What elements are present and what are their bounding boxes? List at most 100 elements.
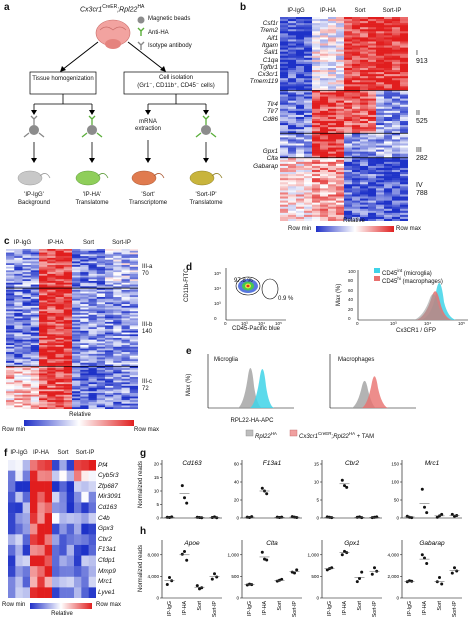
heatmap-b-cell	[360, 182, 369, 185]
heatmap-c-cell	[72, 352, 81, 355]
heatmap-b-cell	[392, 35, 401, 38]
heatmap-b-cell	[392, 31, 401, 34]
heatmap-c-cell	[80, 314, 89, 317]
heatmap-b-cell	[328, 29, 337, 32]
heatmap-b-cell	[280, 21, 289, 24]
heatmap-b-cell	[296, 43, 305, 46]
heatmap-c-cell	[72, 339, 81, 342]
heatmap-c-cell	[14, 359, 23, 362]
heatmap-b-cell	[304, 72, 313, 75]
heatmap-b-cell	[320, 198, 329, 201]
heatmap-b-cell	[312, 143, 321, 146]
heatmap-b-cell	[312, 133, 321, 136]
heatmap-b-cell	[360, 139, 369, 142]
heatmap-b-cell	[312, 112, 321, 116]
heatmap-b-cell	[320, 55, 329, 59]
heatmap-c-cell	[105, 366, 114, 369]
heatmap-b-cell	[376, 17, 385, 20]
heatmap-c-cell	[30, 320, 40, 323]
heatmap-c-cell	[105, 320, 114, 323]
heatmap-c-cell	[96, 407, 106, 409]
e-legend-gray-swatch	[245, 429, 254, 437]
heatmap-c-cell	[80, 334, 89, 337]
heatmap-c-cell	[72, 281, 81, 284]
heatmap-c-cell	[47, 343, 56, 346]
heatmap-b-cell	[400, 196, 408, 199]
heatmap-c-cell	[55, 318, 64, 321]
heatmap-c-cell	[39, 364, 48, 367]
heatmap-c-cell	[39, 291, 48, 294]
heatmap-c-cell	[63, 249, 73, 252]
heatmap-b-cell	[400, 63, 408, 67]
heatmap-c-cell	[72, 378, 81, 381]
heatmap-b-cell	[320, 182, 329, 185]
heatmap-b-cell	[288, 127, 297, 130]
heatmap-c-cell	[105, 311, 114, 314]
heatmap-f-cell	[15, 513, 23, 524]
heatmap-c-cell	[63, 302, 73, 305]
heatmap-c-cell	[55, 362, 64, 365]
heatmap-b-cell	[400, 127, 408, 130]
heatmap-b-cell	[280, 68, 289, 71]
heatmap-c-cell	[72, 298, 81, 301]
heatmap-b-cell	[336, 39, 345, 42]
heatmap-c-cell	[14, 298, 23, 301]
heatmap-b-cell	[288, 45, 297, 48]
heatmap-c-cell	[14, 391, 23, 394]
heatmap-b-cell	[328, 102, 337, 106]
dot-plot-point	[213, 572, 216, 576]
heatmap-c-cell	[121, 266, 130, 269]
heatmap-c-cell	[105, 256, 114, 259]
heatmap-b-cell	[352, 112, 361, 116]
heatmap-b-cell	[336, 192, 345, 195]
heatmap-c-cell	[30, 304, 40, 307]
heatmap-c-cell	[6, 389, 15, 392]
heatmap-b-cell	[320, 23, 329, 26]
dot-plot-point	[183, 496, 186, 500]
heatmap-b-cell	[288, 68, 297, 71]
heatmap-c-cell	[121, 352, 130, 355]
heatmap-c-cell	[88, 277, 97, 280]
heatmap-b-cell	[352, 63, 361, 67]
heatmap-b-cell	[328, 188, 337, 191]
heatmap-c-cell	[39, 249, 48, 252]
heatmap-b-cell	[392, 133, 401, 136]
heatmap-f-cell	[15, 491, 23, 503]
heatmap-b-cell	[384, 100, 393, 103]
heatmap-c-cell	[88, 289, 97, 292]
heatmap-c-cell	[39, 371, 48, 374]
heatmap-b-cell	[328, 167, 337, 171]
heatmap-c-cell	[55, 263, 64, 266]
heatmap-c-cell	[39, 334, 48, 337]
heatmap-c-cell	[22, 332, 31, 335]
heatmap-b-cell	[360, 70, 369, 73]
heatmap-c-cell	[105, 316, 114, 319]
heatmap-b-cell	[320, 17, 329, 20]
heatmap-c-cell	[39, 346, 48, 349]
heatmap-c-cell	[14, 400, 23, 403]
heatmap-b-cell	[376, 155, 385, 159]
heatmap-b-cell	[320, 63, 329, 67]
heatmap-b-cell	[320, 218, 329, 221]
heatmap-c-cell	[88, 405, 97, 408]
heatmap-b-cell	[280, 119, 289, 122]
heatmap-b-cell	[360, 159, 369, 163]
e-macrophages-title: Macrophages	[338, 357, 375, 363]
heatmap-b-cell	[376, 159, 385, 163]
heatmap-c-cell	[6, 359, 15, 362]
heatmap-b-cell	[384, 57, 393, 61]
heatmap-b-cell	[368, 200, 377, 203]
heatmap-c-cell	[47, 364, 56, 367]
heatmap-c-cell	[39, 282, 48, 285]
heatmap-c-cell	[113, 368, 122, 371]
heatmap-c-cell	[129, 357, 138, 360]
heatmap-c-cell	[22, 348, 31, 351]
heatmap-b-cell	[360, 86, 369, 89]
heatmap-c-cell	[39, 288, 48, 291]
heatmap-b-cell	[400, 157, 408, 161]
heatmap-c-cell	[96, 268, 106, 271]
heatmap-b-cell	[304, 100, 313, 103]
heatmap-b-cell	[280, 212, 289, 216]
heatmap-f-cell	[8, 502, 16, 514]
heatmap-b-cell	[360, 167, 369, 171]
